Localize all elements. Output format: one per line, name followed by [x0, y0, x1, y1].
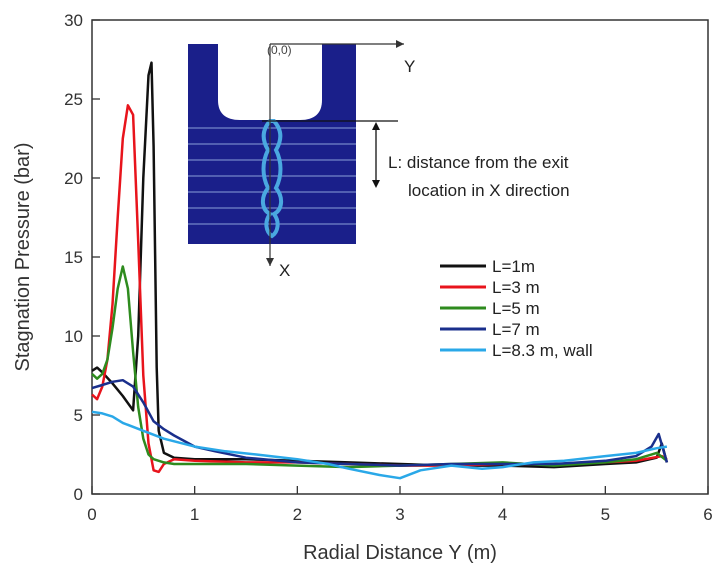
series-line: [91, 378, 669, 467]
series-line: [91, 61, 669, 469]
legend: L=1m L=3 m L=5 m L=7 m L=8.3 m, wall: [440, 257, 593, 360]
legend-label: L=7 m: [492, 320, 540, 339]
x-tick-label: 6: [703, 505, 712, 524]
legend-label: L=5 m: [492, 299, 540, 318]
legend-label: L=1m: [492, 257, 535, 276]
series-line: [91, 104, 668, 474]
y-tick-label: 10: [64, 327, 83, 346]
y-tick-label: 0: [74, 485, 83, 504]
y-axis-title: Stagnation Pressure (bar): [12, 142, 34, 371]
x-tick-label: 5: [601, 505, 610, 524]
plot-frame: [91, 19, 709, 495]
y-tick-label: 5: [74, 406, 83, 425]
y-tick-label: 30: [64, 11, 83, 30]
x-tick-label: 3: [395, 505, 404, 524]
inset-y-arrowhead: [396, 40, 404, 48]
inset-y-label: Y: [404, 57, 415, 76]
series-layer: [91, 61, 669, 480]
y-tick-label: 15: [64, 248, 83, 267]
inset-origin-label: (0,0): [267, 43, 292, 57]
inset-x-arrowhead: [266, 258, 274, 266]
y-tick-label: 20: [64, 169, 83, 188]
y-axis-ticks: 0 5 10 15 20 25 30: [64, 11, 100, 504]
x-tick-label: 2: [293, 505, 302, 524]
x-tick-label: 0: [87, 505, 96, 524]
inset-annotation-line2: location in X direction: [408, 181, 570, 200]
inset-schematic: (0,0) Y X L: distance from the exit loca…: [188, 40, 570, 280]
inset-l-arrowhead-bottom: [372, 180, 380, 188]
x-tick-label: 4: [498, 505, 507, 524]
inset-measurement-lines: [188, 127, 356, 225]
inset-l-arrowhead-top: [372, 122, 380, 130]
inset-jet-plume: [261, 119, 283, 239]
legend-label: L=3 m: [492, 278, 540, 297]
inset-annotation-line1: L: distance from the exit: [388, 153, 569, 172]
series-line: [91, 410, 668, 480]
inset-x-label: X: [279, 261, 290, 280]
x-axis-title: Radial Distance Y (m): [303, 542, 497, 564]
x-tick-label: 1: [190, 505, 199, 524]
legend-label: L=8.3 m, wall: [492, 341, 593, 360]
x-axis-ticks: 0 1 2 3 4 5 6: [87, 486, 713, 524]
y-tick-label: 25: [64, 90, 83, 109]
